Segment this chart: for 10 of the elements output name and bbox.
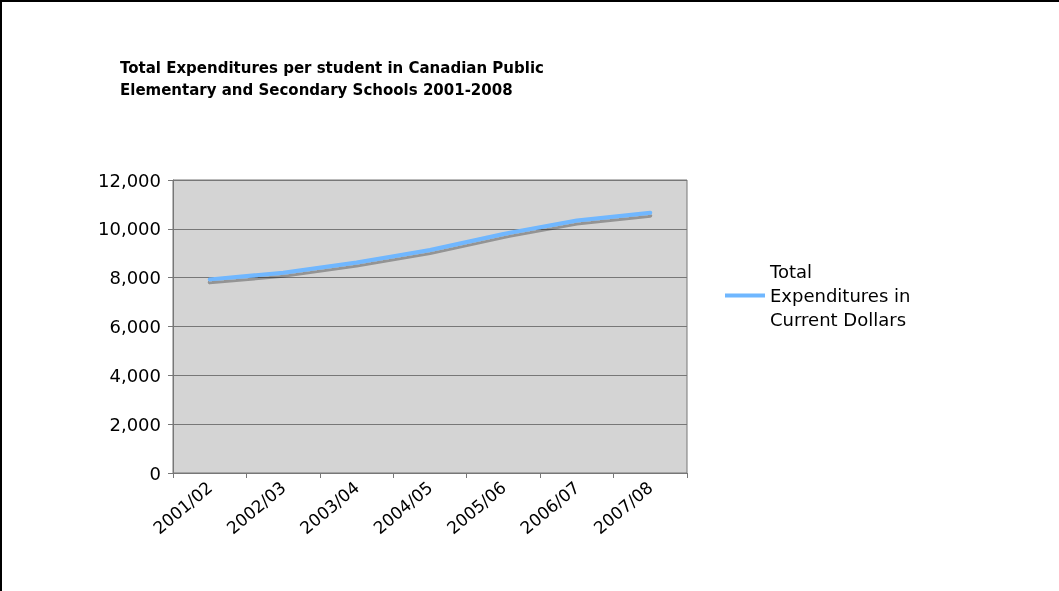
y-tick-label: 0	[149, 462, 161, 484]
y-tick-label: 6,000	[109, 316, 161, 337]
y-tick-label: 10,000	[98, 218, 161, 240]
line-series	[207, 210, 653, 282]
y-tick-label: 4,000	[109, 364, 161, 386]
y-tick-label: 2,000	[109, 413, 161, 435]
y-tick-label: 8,000	[109, 267, 161, 289]
chart-title: Total Expenditures per student in Canadian Public Elementary and Secondary Schools 2001-2008	[120, 59, 544, 99]
legend-label: Total Expenditures in Current Dollars	[769, 261, 911, 330]
y-tick-label: 12,000	[98, 169, 161, 191]
